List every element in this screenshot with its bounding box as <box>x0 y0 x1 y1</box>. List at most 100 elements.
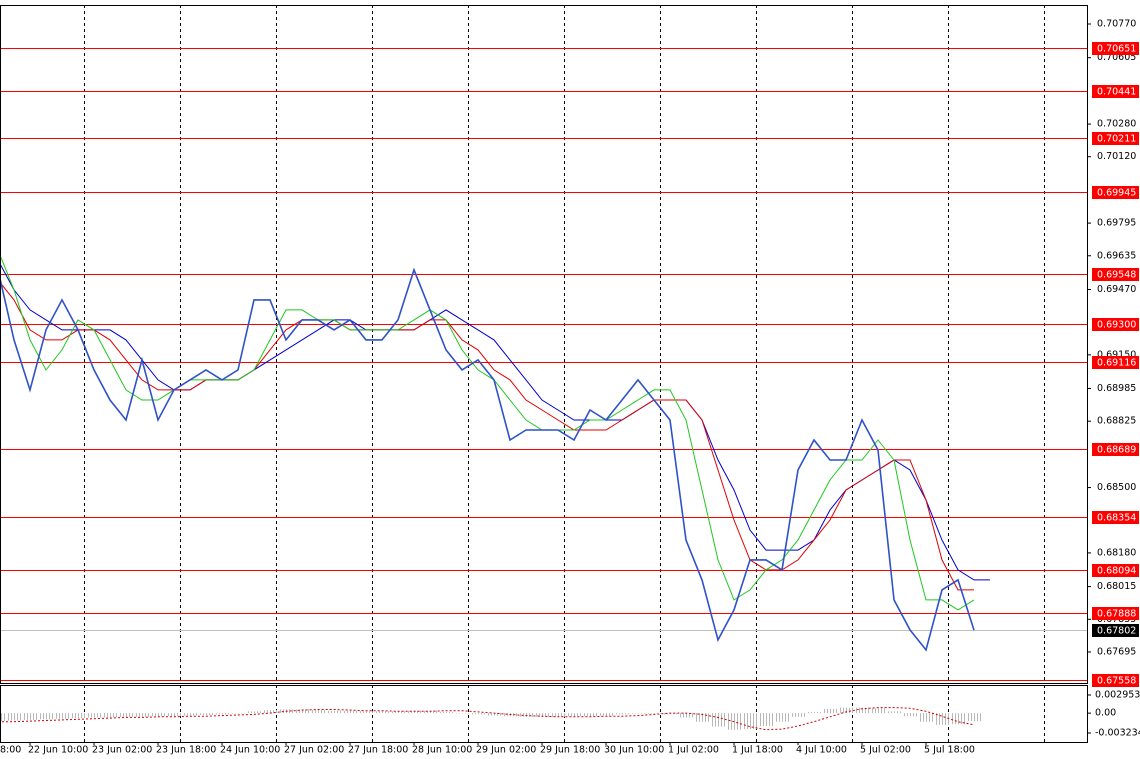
histogram-bar <box>680 713 681 718</box>
y-tick-label: 0.67695 <box>1097 646 1136 657</box>
histogram-bar <box>632 713 633 714</box>
histogram-bar <box>616 713 617 715</box>
histogram-bar <box>385 711 386 714</box>
histogram-bar <box>577 713 578 717</box>
histogram-bar <box>545 713 546 717</box>
histogram-bar <box>305 709 306 714</box>
histogram-bar <box>193 713 194 716</box>
y-tick-label: 0.68500 <box>1097 482 1136 493</box>
histogram-bar <box>824 708 825 714</box>
histogram-bar <box>507 713 508 717</box>
histogram-bar <box>196 713 197 716</box>
histogram-bar <box>571 713 572 717</box>
x-tick-label: 5 Jul 18:00 <box>924 745 975 756</box>
histogram-bar <box>123 713 124 717</box>
histogram-bar <box>219 713 220 715</box>
moving-average <box>0 262 990 581</box>
y-tick-label: 0.70770 <box>1097 18 1136 29</box>
x-tick-label: 5 Jul 02:00 <box>860 745 911 756</box>
histogram-bar <box>318 710 319 714</box>
histogram-bar <box>152 713 153 717</box>
y-tick-label: 0.70280 <box>1097 119 1136 130</box>
histogram-bar <box>270 710 271 714</box>
histogram-bar <box>353 710 354 714</box>
histogram-bar <box>699 713 700 722</box>
histogram-bar <box>961 713 962 725</box>
level-label: 0.68689 <box>1097 445 1136 456</box>
histogram-bar <box>344 710 345 714</box>
histogram-bar <box>187 713 188 716</box>
histogram-bar <box>740 713 741 730</box>
histogram-bar <box>350 710 351 714</box>
histogram-bar <box>206 713 207 715</box>
histogram-bar <box>174 713 175 717</box>
histogram-bar <box>11 713 12 721</box>
x-tick-label: 28 Jun 10:00 <box>412 745 472 756</box>
histogram-bar <box>75 713 76 719</box>
histogram-bar <box>827 708 828 714</box>
axes: 0.70770 0.70605 0.70280 0.70120 0.69795 0.696… <box>0 18 1140 755</box>
histogram-bar <box>811 711 812 714</box>
histogram-bar <box>872 708 873 714</box>
histogram-bar <box>251 711 252 714</box>
histogram-bar <box>110 713 111 718</box>
histogram-bar <box>443 711 444 714</box>
level-label-box <box>1092 318 1139 331</box>
level-label-box <box>1092 186 1139 199</box>
histogram-bar <box>676 713 677 715</box>
histogram-bar <box>433 710 434 714</box>
histogram-bar <box>516 713 517 717</box>
histogram-bar <box>804 713 805 717</box>
histogram-bar <box>667 713 668 715</box>
histogram-bar <box>222 713 223 715</box>
histogram-bar <box>708 713 709 722</box>
histogram-bar <box>564 713 565 717</box>
histogram-bar <box>209 713 210 715</box>
histogram-bar <box>388 711 389 714</box>
histogram-bar <box>33 713 34 720</box>
histogram-bar <box>494 713 495 716</box>
histogram-bar <box>430 710 431 714</box>
histogram-bar <box>920 713 921 722</box>
histogram-bar <box>488 713 489 716</box>
y-tick-label: 0.68015 <box>1097 581 1136 592</box>
histogram-bar <box>584 713 585 717</box>
x-tick-label: 1 Jul 18:00 <box>732 745 783 756</box>
histogram-bar <box>27 713 28 720</box>
histogram-bar <box>737 713 738 730</box>
histogram-bar <box>228 713 229 715</box>
x-tick-label: 30 Jun 10:00 <box>604 745 664 756</box>
histogram-bar <box>974 713 975 722</box>
histogram-bar <box>452 711 453 714</box>
histogram-bar <box>731 713 732 730</box>
level-label-box <box>1092 443 1139 456</box>
histogram-bar <box>532 713 533 717</box>
histogram-bar <box>782 713 783 722</box>
histogram-bar <box>753 713 754 730</box>
histogram-bar <box>817 711 818 714</box>
level-label-box <box>1092 674 1139 687</box>
histogram-bar <box>929 713 930 722</box>
histogram-bar <box>721 713 722 727</box>
histogram-bar <box>686 713 687 718</box>
histogram-bar <box>459 713 460 714</box>
histogram-bar <box>894 711 895 714</box>
histogram-bar <box>542 713 543 717</box>
histogram-bar <box>302 709 303 714</box>
histogram-bar <box>398 711 399 714</box>
histogram-bar <box>24 713 25 720</box>
histogram-bar <box>126 713 127 717</box>
histogram-bar <box>136 713 137 717</box>
histogram-bar <box>238 713 239 714</box>
histogram-bar <box>500 713 501 716</box>
x-tick-label: 27 Jun 02:00 <box>284 745 344 756</box>
histogram-bar <box>184 713 185 716</box>
signal-line <box>0 707 975 731</box>
histogram-bar <box>971 713 972 722</box>
moving-average <box>0 253 975 611</box>
histogram-bar <box>449 711 450 714</box>
histogram-bar <box>280 709 281 714</box>
histogram-bar <box>468 713 469 714</box>
histogram-bar <box>859 707 860 714</box>
